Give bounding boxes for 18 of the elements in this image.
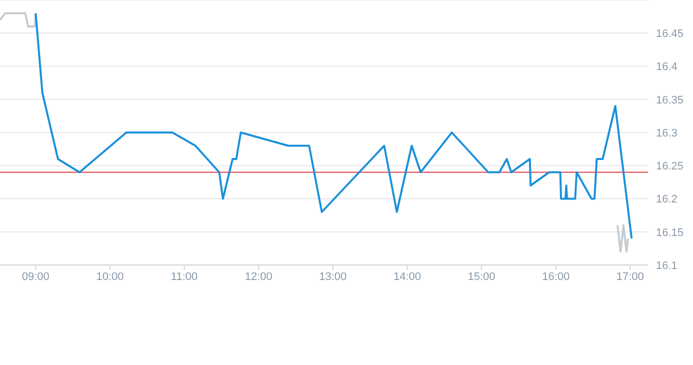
x-tick-label: 12:00 <box>244 270 272 283</box>
x-tick-label: 13:00 <box>319 270 347 283</box>
x-tick-label: 11:00 <box>170 270 198 283</box>
y-tick-label: 16.25 <box>656 160 684 173</box>
y-tick-label: 16.35 <box>656 94 684 106</box>
x-tick-label: 14:00 <box>393 270 421 283</box>
y-tick-label: 16.3 <box>656 127 678 140</box>
x-tick-label: 17:00 <box>616 270 644 283</box>
y-tick-label: 16.1 <box>656 260 678 272</box>
y-tick-label: 16.45 <box>656 28 684 40</box>
x-tick-label: 15:00 <box>468 270 496 283</box>
x-tick-label: 10:00 <box>96 270 124 283</box>
line-series <box>34 12 633 240</box>
y-tick-label: 16.2 <box>656 194 678 206</box>
y-tick-label: 16.15 <box>656 226 684 239</box>
x-tick-label: 09:00 <box>22 270 50 283</box>
y-tick-label: 16.4 <box>656 61 678 74</box>
x-tick-label: 16:00 <box>542 270 570 283</box>
